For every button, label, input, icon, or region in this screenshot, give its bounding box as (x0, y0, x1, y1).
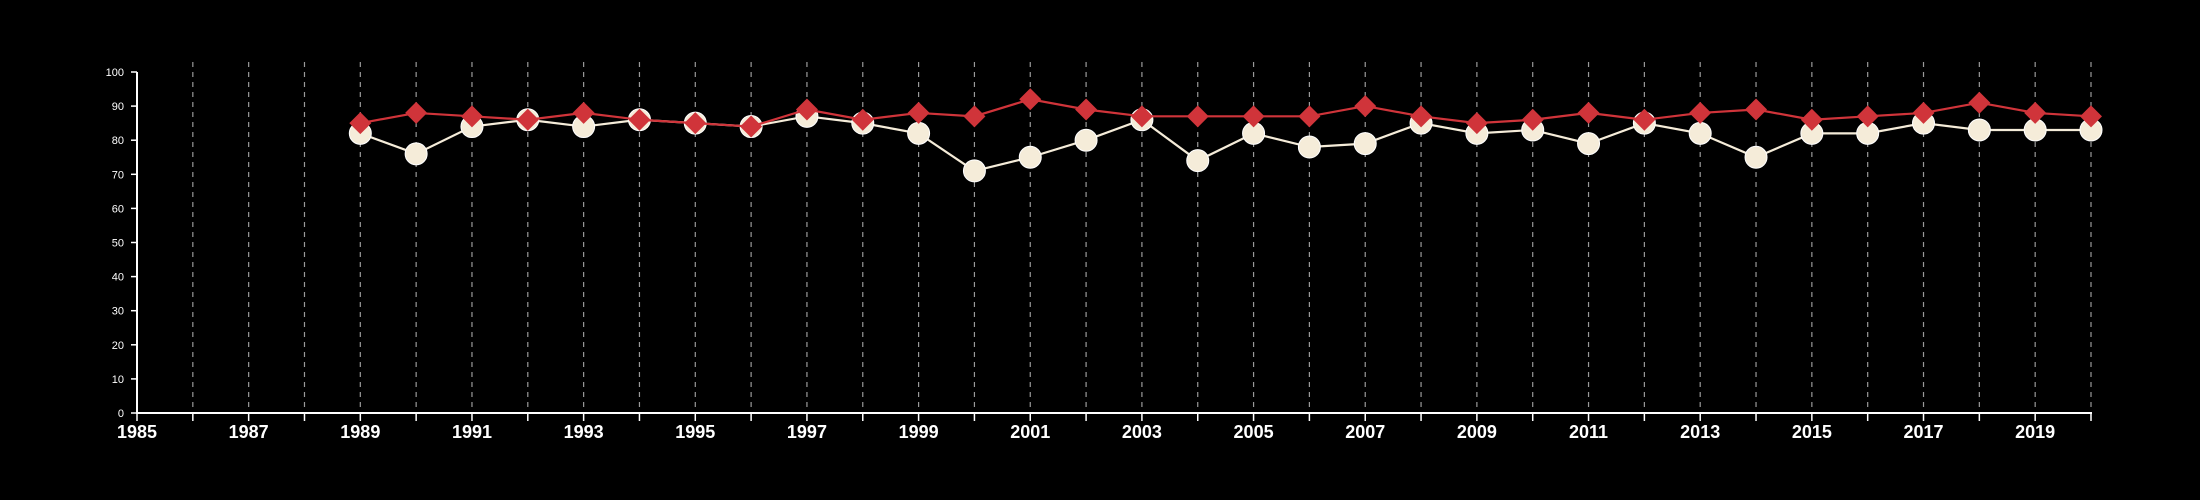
series-2-point (1298, 105, 1321, 128)
x-tick-label: 1995 (675, 422, 715, 442)
series-2-point (1577, 101, 1600, 124)
series-2-point (349, 112, 372, 135)
y-tick-label: 50 (112, 238, 124, 250)
series-2-point (1912, 101, 1935, 124)
series-1-point (1688, 121, 1712, 145)
series-2-point (1745, 98, 1768, 121)
x-tick-label: 1991 (452, 422, 492, 442)
series-2-point (405, 101, 428, 124)
series-1-point (1577, 132, 1601, 156)
series-1-point (404, 142, 428, 166)
series-2-point (684, 112, 707, 135)
x-tick-label: 1985 (117, 422, 157, 442)
x-tick-label: 2017 (1903, 422, 1943, 442)
series-1-point (1297, 135, 1321, 159)
y-tick-label: 10 (112, 374, 124, 386)
series-2-point (1689, 101, 1712, 124)
series-1-point (1186, 149, 1210, 173)
y-tick-label: 60 (112, 203, 124, 215)
series-1-line (359, 115, 2091, 173)
series-2-point (516, 108, 539, 131)
x-tick-label: 2009 (1457, 422, 1497, 442)
series-2-point (1521, 108, 1544, 131)
series-2-point (795, 98, 818, 121)
x-tick-label: 1989 (340, 422, 380, 442)
y-tick-label: 80 (112, 135, 124, 147)
y-tick-label: 90 (112, 101, 124, 113)
series-2-point (1633, 108, 1656, 131)
series-2-point (907, 101, 930, 124)
series-2-point (1130, 105, 1153, 128)
series-layer (348, 88, 2103, 183)
y-tick-label: 70 (112, 169, 124, 181)
series-2-point (740, 115, 763, 138)
x-tick-label: 2003 (1122, 422, 1162, 442)
x-tick-label: 2015 (1792, 422, 1832, 442)
series-2-point (572, 101, 595, 124)
series-2-point (1800, 108, 1823, 131)
series-2-point (963, 105, 986, 128)
y-tick-label: 100 (106, 67, 124, 79)
series-2-point (1410, 105, 1433, 128)
x-tick-label: 1993 (564, 422, 604, 442)
series-2-point (1019, 88, 1042, 111)
x-tick-label: 2007 (1345, 422, 1385, 442)
x-tick-label: 1997 (787, 422, 827, 442)
series-1-point (1967, 118, 1991, 142)
series-2-point (1465, 112, 1488, 135)
x-tick-label: 2011 (1569, 422, 1608, 442)
series-1-point (962, 159, 986, 183)
series-2-point (1856, 105, 1879, 128)
x-tick-label: 1987 (229, 422, 269, 442)
series-1-point (907, 121, 931, 145)
series-2-point (2024, 101, 2047, 124)
series-1-point (1074, 128, 1098, 152)
vertical-grid (192, 62, 2092, 413)
y-tick-label: 30 (112, 306, 124, 318)
tick-labels: 0 10 20 30 40 50 60 70 80 90 100 1985 1987 1989 1991 19… (106, 67, 2056, 442)
x-tick-label: 2005 (1234, 422, 1274, 442)
series-2-point (1968, 91, 1991, 114)
x-tick-label: 1999 (899, 422, 939, 442)
y-tick-label: 40 (112, 272, 124, 284)
y-tick-label: 0 (118, 408, 124, 420)
axes (131, 71, 2092, 421)
x-tick-label: 2019 (2015, 422, 2055, 442)
series-2-point (1354, 95, 1377, 118)
x-tick-label: 2013 (1680, 422, 1720, 442)
series-2-point (1242, 105, 1265, 128)
x-tick-label: 2001 (1010, 422, 1050, 442)
series-2-point (628, 108, 651, 131)
series-2-point (1075, 98, 1098, 121)
series-2-point (460, 105, 483, 128)
series-1-point (1353, 132, 1377, 156)
series-1-point (1018, 145, 1042, 169)
series-2-point (2080, 105, 2102, 128)
series-1-point (1744, 145, 1768, 169)
y-tick-label: 20 (112, 340, 124, 352)
series-2-point (1186, 105, 1209, 128)
series-2-point (851, 108, 874, 131)
